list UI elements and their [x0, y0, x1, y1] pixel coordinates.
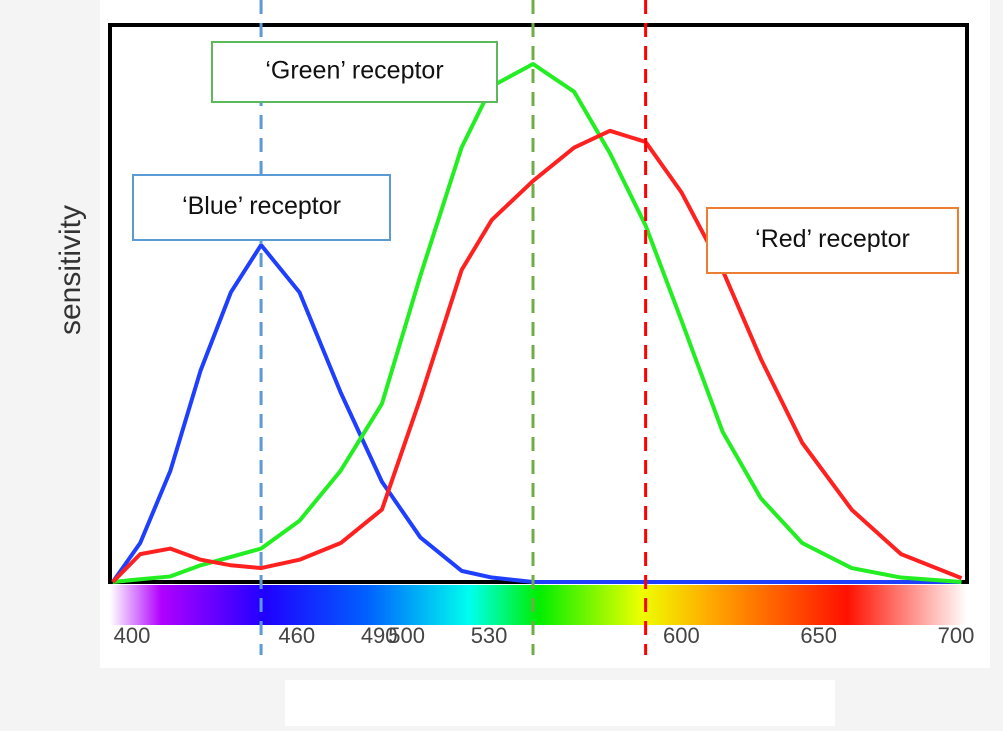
spectrum-bar — [110, 585, 967, 625]
chart-background — [100, 0, 990, 668]
image-strip — [285, 680, 835, 726]
x-tick-label: 600 — [663, 623, 700, 648]
series-line — [111, 128, 963, 584]
legend-box — [132, 174, 391, 241]
series-line — [111, 243, 962, 584]
y-axis-label: sensitivity — [54, 205, 87, 335]
x-tick-label: 700 — [938, 623, 975, 648]
x-tick-label: 530 — [471, 623, 508, 648]
legend-box — [706, 207, 959, 274]
x-tick-label: 490 — [361, 623, 398, 648]
x-tick-label: 460 — [278, 623, 315, 648]
x-tick-label: 400 — [114, 623, 151, 648]
legend-label: ‘Green’ receptor — [265, 57, 443, 85]
legend-label: ‘Blue’ receptor — [182, 192, 341, 220]
x-tick-label: 650 — [800, 623, 837, 648]
legend-box — [211, 41, 498, 103]
legend-label: ‘Red’ receptor — [755, 225, 910, 253]
x-tick-label: 500 — [388, 623, 425, 648]
